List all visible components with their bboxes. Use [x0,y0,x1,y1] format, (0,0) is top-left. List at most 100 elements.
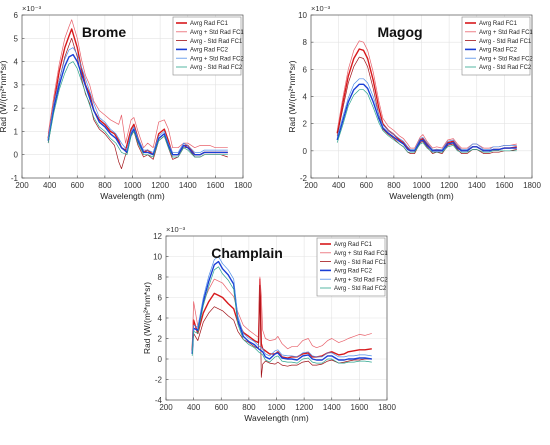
y-tick-label: 12 [153,232,162,241]
y-axis-label: Rad (W/(m²*nm*sr) [287,60,297,132]
x-tick-label: 1000 [268,403,286,412]
exponent-label: ×10⁻³ [311,4,331,13]
x-tick-label: 200 [304,181,318,190]
legend-label: Avrg Rad FC2 [334,269,373,275]
legend-label: Avrg + Std Rad FC1 [190,30,244,36]
exponent-label: ×10⁻³ [22,4,42,13]
y-tick-label: 6 [158,294,163,303]
series-line-avrg-rad-fc2 [336,83,517,152]
x-tick-label: 800 [98,181,112,190]
x-tick-label: 800 [242,403,256,412]
legend-label: Avrg Rad FC1 [334,242,373,248]
legend-label: Avrg - Std Rad FC2 [190,65,243,71]
legend-label: Avrg - Std Rad FC1 [190,39,243,45]
x-tick-label: 200 [15,181,29,190]
x-tick-label: 1000 [124,181,142,190]
x-tick-label: 1800 [234,181,252,190]
legend-label: Avrg - Std Rad FC2 [479,65,532,71]
x-tick-label: 600 [71,181,85,190]
series-line-avrg-std-rad-fc1 [191,284,372,378]
x-axis-label: Wavelength (nm) [244,413,309,423]
y-tick-label: 8 [158,273,163,282]
x-tick-label: 200 [159,403,173,412]
x-axis-label: Wavelength (nm) [389,191,454,201]
chart-panel-champlain: 200 400 600 800 1000 1200 1400 1600 1800 -4 -2 0 2 4 6… [142,225,396,423]
legend-label: Avrg Rad FC2 [479,48,518,54]
y-tick-label: 3 [14,81,19,90]
series-line-avrg-std-rad-fc1 [191,276,372,350]
legend-label: Avrg + Std Rad FC2 [334,277,388,283]
x-tick-label: 1800 [523,181,541,190]
legend-label: Avrg + Std Rad FC2 [190,56,244,62]
y-tick-label: 4 [14,58,19,67]
x-tick-label: 1200 [295,403,313,412]
x-tick-label: 800 [387,181,401,190]
x-tick-label: 1600 [206,181,224,190]
chart-title: Brome [82,24,127,40]
y-tick-label: 0 [14,151,19,160]
y-tick-label: 6 [303,65,308,74]
series-line-avrg-std-rad-fc2 [336,78,517,150]
series-line-avrg-std-rad-fc1 [336,56,517,154]
chart-title: Champlain [211,245,283,261]
series-line-avrg-std-rad-fc2 [47,47,228,153]
y-tick-label: 0 [158,355,163,364]
series-line-avrg-std-rad-fc2 [191,266,372,364]
legend-label: Avrg Rad FC1 [190,21,229,27]
axes-frame [165,235,388,401]
series-line-avrg-std-rad-fc1 [336,40,517,149]
legend: Avrg Rad FC1 Avrg + Std Rad FC1 Avrg - Std… [172,16,244,76]
x-tick-label: 1200 [151,181,169,190]
legend-label: Avrg - Std Rad FC1 [334,260,387,266]
x-tick-label: 400 [332,181,346,190]
y-tick-label: 0 [303,147,308,156]
y-tick-label: -2 [155,376,163,385]
legend-label: Avrg + Std Rad FC1 [334,251,388,257]
x-tick-label: 1600 [495,181,513,190]
series-line-avrg-std-rad-fc1 [47,19,228,149]
y-tick-label: 2 [14,104,19,113]
y-tick-label: 10 [298,11,307,20]
chart-panel-magog: 200 400 600 800 1000 1200 1400 1600 1800 -2 0 2 4 6 8 1… [287,4,541,201]
y-tick-label: -1 [11,174,19,183]
series-line-avrg-rad-fc2 [47,53,228,156]
y-axis-label: Rad (W/(m²*nm*sr) [0,60,8,132]
chart-panel-brome: 200 400 600 800 1000 1200 1400 1600 1800 -1 0 1 2 3 4 5… [0,4,252,201]
exponent-label: ×10⁻³ [166,225,186,234]
legend-box [172,16,242,76]
x-tick-label: 600 [215,403,229,412]
series-line-avrg-rad-fc2 [191,260,372,361]
legend-label: Avrg + Std Rad FC2 [479,56,533,62]
y-tick-label: 2 [303,120,308,129]
x-tick-label: 400 [43,181,57,190]
x-tick-label: 1800 [378,403,396,412]
axes-frame [310,14,533,179]
series-line-avrg-std-rad-fc2 [191,256,372,358]
legend-label: Avrg Rad FC2 [190,48,229,54]
legend-label: Avrg + Std Rad FC1 [479,30,533,36]
chart-title: Magog [377,24,422,40]
y-tick-label: -2 [300,174,308,183]
series-line-avrg-std-rad-fc2 [336,89,517,153]
y-tick-label: 4 [158,314,163,323]
legend: Avrg Rad FC1 Avrg + Std Rad FC1 Avrg - Std… [461,16,533,76]
x-tick-label: 1400 [323,403,341,412]
legend-box [461,16,531,76]
y-tick-label: 8 [303,38,308,47]
x-tick-label: 1000 [413,181,431,190]
y-tick-label: 4 [303,93,308,102]
x-tick-label: 1200 [440,181,458,190]
x-axis-label: Wavelength (nm) [100,191,165,201]
y-tick-label: 6 [14,11,19,20]
x-tick-label: 600 [360,181,374,190]
legend-label: Avrg Rad FC1 [479,21,518,27]
legend-box [316,237,386,297]
x-tick-label: 1600 [350,403,368,412]
x-tick-label: 1400 [468,181,486,190]
x-tick-label: 400 [187,403,201,412]
legend-label: Avrg - Std Rad FC2 [334,286,387,292]
y-tick-label: 5 [14,34,19,43]
series-line-avrg-rad-fc1 [191,278,372,359]
